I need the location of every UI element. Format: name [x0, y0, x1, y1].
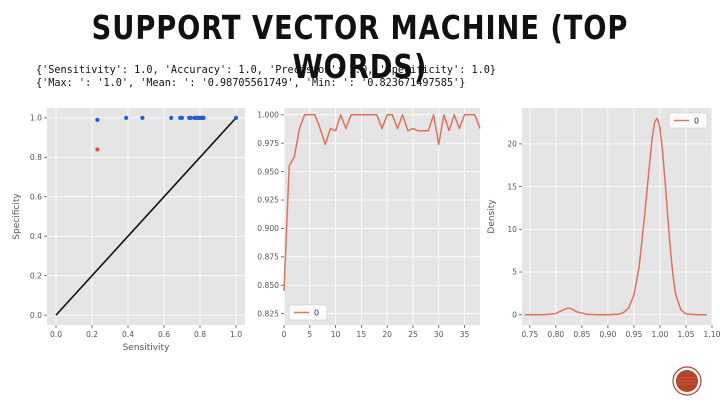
plot-area [522, 108, 712, 325]
x-tick-label: 0.4 [122, 330, 134, 339]
scatter-point [188, 115, 194, 120]
x-tick-label: 0.80 [547, 330, 564, 339]
scatter-point [233, 115, 239, 120]
y-tick-label: 0.975 [257, 139, 279, 148]
y-tick-label: 0.8 [30, 153, 42, 162]
x-tick-label: 0.90 [599, 330, 616, 339]
legend: 0 [668, 112, 708, 129]
x-tick-label: 0.75 [521, 330, 538, 339]
scatter-point [201, 115, 206, 120]
x-tick-label: 30 [434, 330, 444, 339]
x-tick-label: 0.85 [573, 330, 590, 339]
x-tick-label: 20 [382, 330, 392, 339]
chart-3: 0.75 0.80 0.85 0.90 0.95 1.00 1.05 1.10 0 5 10 15 20… [487, 108, 720, 339]
y-tick-label: 0.925 [257, 196, 279, 205]
x-tick-label: 10 [331, 330, 341, 339]
x-tick-label: 1.0 [230, 330, 242, 339]
x-tick-label: 0.8 [194, 330, 206, 339]
series-line [524, 117, 707, 316]
diagonal-line [55, 117, 237, 316]
y-tick-label: 1.0 [30, 114, 42, 123]
series-line [283, 114, 481, 291]
plot-area [284, 108, 480, 325]
x-tick-label: 15 [357, 330, 367, 339]
x-tick-label: 0.95 [625, 330, 642, 339]
x-tick-label: 35 [460, 330, 470, 339]
y-tick-label: 0.950 [257, 167, 279, 176]
legend-label: 0 [314, 309, 319, 318]
legend-label: 0 [694, 117, 699, 126]
x-tick-label: 0 [282, 330, 287, 339]
y-tick-label: 0.825 [257, 309, 279, 318]
y-tick-label: 15 [507, 182, 517, 191]
chart-1: 0.0 0.2 0.4 0.6 0.8 1.0 0.0 0.2 0.4 0.6 0.8 1.0 Sens… [12, 108, 245, 353]
x-tick-label: 25 [408, 330, 418, 339]
scatter-point [140, 115, 145, 120]
x-tick-label: 0.6 [158, 330, 170, 339]
x-tick-label: 1.10 [704, 330, 720, 339]
page-title: SUPPORT VECTOR MACHINE (TOP WORDS) [91, 8, 629, 86]
y-tick-label: 0.875 [257, 253, 279, 262]
y-tick-label: 20 [507, 140, 517, 149]
y-tick-label: 0.6 [30, 192, 42, 201]
y-tick-label: 0.4 [30, 232, 42, 241]
metrics-line-2: {'Max: ': '1.0', 'Mean: ': '0.9870556174… [36, 78, 466, 89]
metrics-summary: {'Sensitivity': 1.0, 'Accuracy': 1.0, 'P… [36, 64, 496, 90]
x-tick-label: 1.00 [651, 330, 668, 339]
y-axis-label: Specificity [12, 193, 22, 240]
x-tick-label: 1.05 [678, 330, 695, 339]
metrics-line-1: {'Sensitivity': 1.0, 'Accuracy': 1.0, 'P… [36, 65, 497, 76]
y-tick-label: 0.850 [257, 281, 279, 290]
x-tick-label: 5 [307, 330, 312, 339]
legend: 0 [288, 304, 328, 321]
y-tick-label: 0.0 [30, 311, 42, 320]
scatter-point [169, 115, 174, 120]
x-tick-label: 0.0 [50, 330, 62, 339]
scatter-point [179, 115, 185, 120]
scatter-point [124, 115, 129, 120]
y-tick-label: 0.900 [257, 224, 279, 233]
y-tick-label: 5 [512, 268, 517, 277]
x-tick-label: 0.2 [86, 330, 98, 339]
chart-2: 0 5 10 15 20 25 30 35 0.825 0.850 0.875 0.900 0.925 0… [257, 108, 481, 339]
scatter-point [95, 117, 100, 122]
y-tick-label: 0 [512, 310, 517, 319]
y-axis-label: Density [487, 199, 497, 234]
scatter-point [95, 147, 100, 152]
slide-badge-icon [672, 366, 702, 396]
y-tick-label: 10 [507, 225, 517, 234]
x-axis-label: Sensitivity [123, 343, 171, 353]
y-tick-label: 1.000 [257, 111, 279, 120]
y-tick-label: 0.2 [30, 271, 42, 280]
